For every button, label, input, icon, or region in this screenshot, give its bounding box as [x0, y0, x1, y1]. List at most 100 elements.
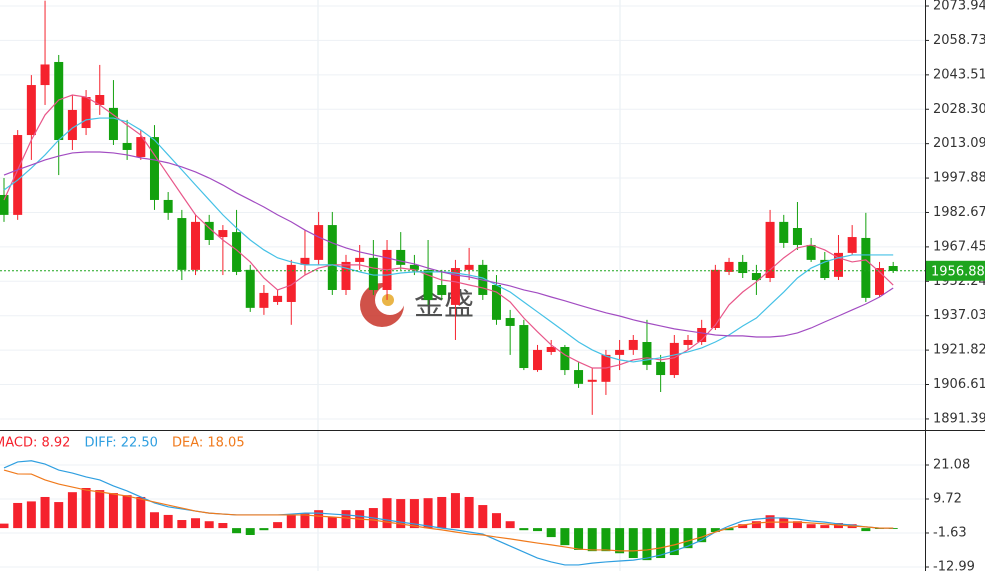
- macd-bar: [450, 493, 460, 529]
- candle-body: [738, 261, 748, 274]
- macd-bar: [108, 493, 118, 529]
- y-tick-label: 2028.30: [933, 102, 985, 117]
- macd-bar: [136, 496, 146, 529]
- candle-body: [218, 230, 228, 238]
- macd-bar: [40, 496, 50, 529]
- candle-body: [95, 95, 105, 105]
- candle-body: [122, 142, 132, 150]
- macd-bar: [300, 513, 310, 529]
- ma-line: [3, 151, 894, 338]
- y-tick-label: 1921.82: [933, 343, 985, 358]
- candle-body: [683, 339, 693, 345]
- macd-bar: [13, 502, 23, 529]
- last-price-label: 1956.88: [931, 264, 985, 279]
- macd-bar: [491, 513, 501, 529]
- candle-body: [697, 327, 707, 343]
- candle-body: [669, 342, 679, 376]
- candle-body: [505, 318, 515, 326]
- macd-bar: [218, 523, 228, 529]
- macd-bar: [437, 496, 447, 529]
- macd-bar: [341, 510, 351, 529]
- macd-bar: [54, 502, 64, 529]
- candle-body: [861, 237, 871, 298]
- macd-bar: [409, 499, 419, 529]
- y-tick-label: 1967.45: [933, 239, 985, 254]
- y-tick-label: 2013.09: [933, 136, 985, 151]
- candle-body: [163, 199, 173, 213]
- macd-line: [3, 469, 894, 552]
- macd-bar: [820, 525, 830, 529]
- y-tick-label: 1982.67: [933, 205, 985, 220]
- macd-bar: [26, 501, 36, 529]
- candle-body: [149, 137, 159, 200]
- candle-body: [519, 325, 529, 369]
- macd-bar: [724, 528, 734, 531]
- candle-body: [286, 264, 296, 302]
- candle-body: [54, 61, 64, 141]
- macd-bar: [574, 528, 584, 550]
- macd-bar: [232, 528, 242, 534]
- macd-bar: [204, 521, 214, 529]
- y-tick-label: 1891.39: [933, 411, 985, 426]
- candle-body: [820, 259, 830, 278]
- macd-bar: [464, 496, 474, 529]
- candle-body: [300, 257, 310, 265]
- candle-body: [875, 268, 885, 295]
- macd-bar: [163, 514, 173, 529]
- candle-body: [177, 218, 187, 270]
- macd-bar: [122, 495, 132, 529]
- macd-bar: [0, 523, 9, 529]
- candle-body: [259, 292, 269, 308]
- macd-bar: [642, 528, 652, 561]
- macd-bar: [628, 528, 638, 559]
- macd-bar: [751, 521, 761, 529]
- ma-line: [3, 94, 894, 369]
- candle-body: [533, 349, 543, 371]
- candle-body: [710, 269, 720, 328]
- candle-body: [108, 107, 118, 141]
- candle-body: [615, 349, 625, 355]
- macd-bar: [191, 518, 201, 529]
- candle-body: [751, 273, 761, 281]
- candle-body: [341, 261, 351, 290]
- y-tick-label: 1906.61: [933, 377, 985, 392]
- y-tick-label: 21.08: [933, 458, 970, 473]
- macd-bar: [327, 517, 337, 529]
- candle-body: [765, 221, 775, 278]
- macd-bar: [286, 515, 296, 529]
- y-tick-label: 9.72: [933, 492, 962, 507]
- candle-body: [587, 379, 597, 382]
- candle-body: [67, 109, 77, 141]
- macd-bar: [601, 528, 611, 552]
- macd-bar: [245, 528, 255, 535]
- candle-body: [136, 137, 146, 157]
- candle-body: [396, 249, 406, 265]
- candle-body: [833, 252, 843, 277]
- ma-line: [3, 117, 894, 363]
- candle-body: [450, 268, 460, 305]
- macd-bar: [177, 520, 187, 529]
- candle-body: [656, 361, 666, 376]
- candle-body: [491, 285, 501, 320]
- candle-body: [779, 221, 789, 243]
- y-tick-label: 1997.88: [933, 171, 985, 186]
- y-tick-label: 2043.51: [933, 67, 985, 82]
- macd-bar: [615, 528, 625, 554]
- y-tick-label: 1937.03: [933, 308, 985, 323]
- candle-body: [792, 228, 802, 245]
- logo: [382, 294, 394, 306]
- candle-body: [847, 237, 857, 253]
- candle-body: [574, 370, 584, 384]
- last-price-box: [926, 260, 985, 281]
- candle-body: [642, 342, 652, 365]
- macd-bar: [710, 528, 720, 532]
- macd-bar: [587, 528, 597, 552]
- candle-body: [368, 257, 378, 290]
- macd-bar: [314, 510, 324, 529]
- candle-body: [13, 135, 23, 215]
- candle-body: [437, 285, 447, 295]
- candle-body: [423, 269, 433, 300]
- candle-body: [628, 339, 638, 350]
- macd-bar: [95, 490, 105, 529]
